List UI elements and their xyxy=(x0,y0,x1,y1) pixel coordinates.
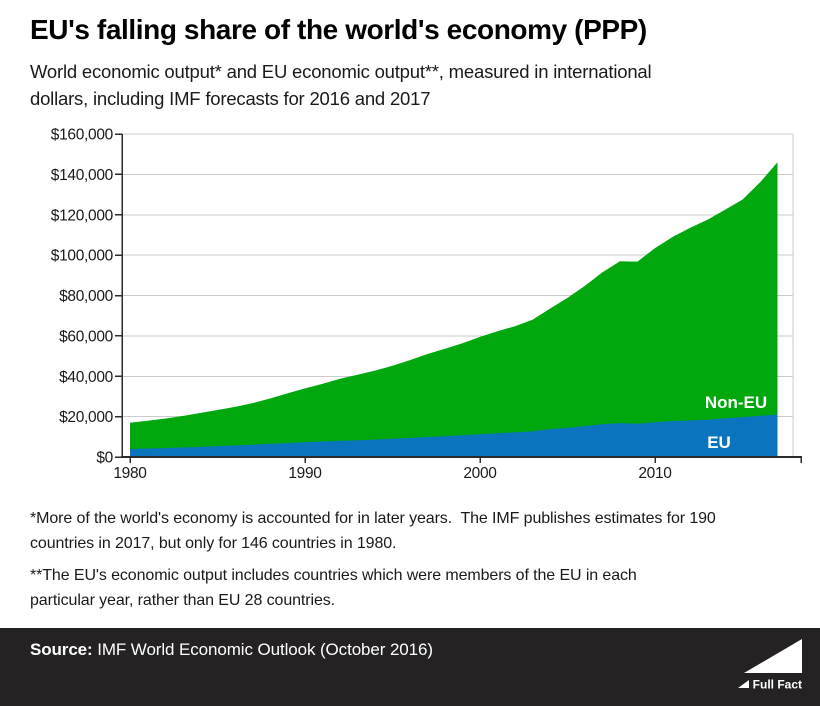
fullfact-logo: Full Fact xyxy=(738,639,802,692)
y-tick-label: $120,000 xyxy=(51,207,114,224)
y-tick-label: $60,000 xyxy=(59,328,114,345)
x-tick-label: 1980 xyxy=(113,465,147,482)
y-tick-label: $100,000 xyxy=(51,248,114,265)
x-tick-label: 2000 xyxy=(463,465,497,482)
world-total-area xyxy=(130,162,778,458)
tick-labels: $0 $20,000 $40,000 $60,000 $80,000 $100,000 $1… xyxy=(51,127,673,483)
y-tick-label: $80,000 xyxy=(59,288,114,305)
footnote-1-line1: *More of the world's economy is accounte… xyxy=(30,510,716,527)
stacked-area-chart: $0 $20,000 $40,000 $60,000 $80,000 $100,000 $1… xyxy=(51,127,802,483)
fullfact-small-triangle-icon xyxy=(738,680,749,688)
footnote-1: *More of the world's economy is accounte… xyxy=(30,506,800,556)
chart-subtitle: World economic output* and EU economic o… xyxy=(30,58,800,112)
x-tick-label: 2010 xyxy=(638,465,672,482)
y-tick-label: $40,000 xyxy=(59,369,114,386)
area-labels: Non-EU EU xyxy=(705,393,767,452)
fullfact-triangle-icon xyxy=(744,639,802,673)
y-tick-label: $140,000 xyxy=(51,167,114,184)
chart-subtitle-line2: dollars, including IMF forecasts for 201… xyxy=(30,88,431,109)
footnote-2-line1: **The EU's economic output includes coun… xyxy=(30,567,637,584)
source-text: Source: IMF World Economic Outlook (Octo… xyxy=(30,640,433,660)
source-value: IMF World Economic Outlook (October 2016… xyxy=(92,640,433,659)
footnote-2-line2: particular year, rather than EU 28 count… xyxy=(30,592,335,609)
area-label-eu: EU xyxy=(707,433,731,452)
source-bar: Source: IMF World Economic Outlook (Octo… xyxy=(0,628,820,706)
y-tick-label: $0 xyxy=(96,450,113,467)
y-gridlines xyxy=(122,133,794,457)
chart-subtitle-line1: World economic output* and EU economic o… xyxy=(30,61,652,82)
y-tick-label: $160,000 xyxy=(51,127,114,144)
areas xyxy=(130,162,778,458)
chart-title: EU's falling share of the world's econom… xyxy=(30,14,647,45)
axes xyxy=(115,133,802,463)
eu-area xyxy=(130,414,778,457)
footnote-1-line2: countries in 2017, but only for 146 coun… xyxy=(30,535,397,552)
fullfact-wordmark: Full Fact xyxy=(753,678,802,692)
source-label: Source: xyxy=(30,640,93,659)
y-tick-label: $20,000 xyxy=(59,409,114,426)
area-label-non-eu: Non-EU xyxy=(705,393,767,412)
x-tick-label: 1990 xyxy=(288,465,322,482)
footnote-2: **The EU's economic output includes coun… xyxy=(30,563,800,613)
